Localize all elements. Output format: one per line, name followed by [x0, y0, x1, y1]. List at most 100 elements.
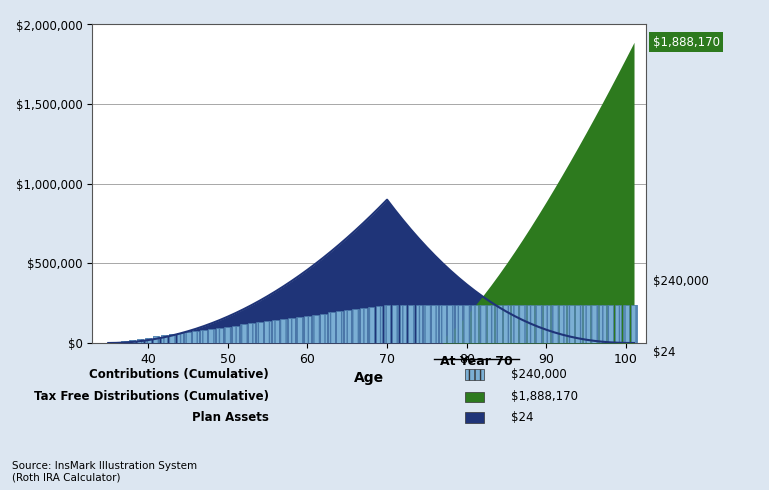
Bar — [240, 324, 247, 343]
Bar — [400, 305, 406, 343]
Bar — [471, 305, 478, 343]
Bar — [328, 313, 335, 343]
Bar — [503, 305, 510, 343]
Bar — [448, 305, 454, 343]
Text: $240,000: $240,000 — [511, 368, 567, 381]
Bar — [439, 305, 446, 343]
Bar — [559, 305, 566, 343]
Bar — [177, 333, 183, 343]
Bar — [439, 305, 446, 343]
Bar — [280, 319, 287, 343]
Bar — [296, 317, 303, 343]
Bar — [256, 322, 263, 343]
Bar — [376, 306, 382, 343]
Bar — [543, 305, 550, 343]
Bar — [527, 305, 534, 343]
Bar — [503, 305, 510, 343]
Bar — [431, 305, 438, 343]
Bar — [583, 305, 590, 343]
Bar — [201, 330, 207, 343]
Bar — [145, 338, 151, 343]
Text: $1,888,170: $1,888,170 — [511, 391, 578, 403]
Bar — [168, 334, 175, 343]
Bar — [225, 327, 231, 343]
Bar — [400, 305, 406, 343]
Bar — [519, 305, 526, 343]
Text: Source: InsMark Illustration System
(Roth IRA Calculator): Source: InsMark Illustration System (Rot… — [12, 461, 197, 483]
Bar — [152, 337, 159, 343]
Bar — [248, 323, 255, 343]
Bar — [519, 305, 526, 343]
Bar — [145, 338, 151, 343]
Bar — [240, 324, 247, 343]
Bar — [391, 305, 398, 343]
Bar — [455, 305, 462, 343]
Bar — [479, 305, 486, 343]
Bar — [591, 305, 598, 343]
Bar — [631, 305, 638, 343]
Bar — [415, 305, 422, 343]
Bar — [495, 305, 502, 343]
Bar — [328, 313, 335, 343]
Bar — [248, 323, 255, 343]
Bar — [368, 307, 375, 343]
Bar — [177, 333, 183, 343]
Bar — [607, 305, 614, 343]
Bar — [543, 305, 550, 343]
Bar — [336, 311, 343, 343]
Bar — [360, 308, 367, 343]
Bar — [479, 305, 486, 343]
Bar — [384, 305, 391, 343]
Bar — [296, 317, 303, 343]
Bar — [256, 322, 263, 343]
Bar — [527, 305, 534, 343]
Bar — [591, 305, 598, 343]
Bar — [415, 305, 422, 343]
Bar — [216, 328, 223, 343]
Bar — [137, 339, 144, 343]
Bar — [272, 320, 279, 343]
Bar — [288, 318, 295, 343]
Bar — [192, 331, 199, 343]
Text: $1,888,170: $1,888,170 — [653, 36, 720, 49]
Bar — [192, 331, 199, 343]
Bar — [424, 305, 431, 343]
Bar — [488, 305, 494, 343]
Bar — [408, 305, 414, 343]
Bar — [232, 325, 239, 343]
Bar — [312, 315, 318, 343]
Bar — [137, 339, 144, 343]
Bar — [185, 332, 191, 343]
Bar — [607, 305, 614, 343]
Bar — [288, 318, 295, 343]
Bar — [304, 316, 311, 343]
Bar — [225, 327, 231, 343]
Bar — [208, 329, 215, 343]
Bar — [559, 305, 566, 343]
X-axis label: Age: Age — [354, 371, 384, 385]
Bar — [631, 305, 638, 343]
Text: $24: $24 — [653, 346, 675, 359]
Bar — [152, 337, 159, 343]
Text: At Year 70: At Year 70 — [441, 355, 513, 368]
Bar — [535, 305, 542, 343]
Bar — [161, 335, 168, 343]
Bar — [344, 310, 351, 343]
Bar — [168, 334, 175, 343]
Bar — [567, 305, 574, 343]
Bar — [511, 305, 518, 343]
Bar — [320, 314, 327, 343]
Bar — [121, 341, 128, 343]
Bar — [351, 309, 358, 343]
Text: Contributions (Cumulative): Contributions (Cumulative) — [89, 368, 269, 381]
Bar — [551, 305, 558, 343]
Text: $24: $24 — [511, 411, 534, 424]
Bar — [113, 342, 119, 343]
Bar — [304, 316, 311, 343]
Text: Plan Assets: Plan Assets — [192, 411, 269, 424]
Bar — [121, 341, 128, 343]
Bar — [113, 342, 119, 343]
Bar — [128, 340, 135, 343]
Bar — [185, 332, 191, 343]
Bar — [336, 311, 343, 343]
